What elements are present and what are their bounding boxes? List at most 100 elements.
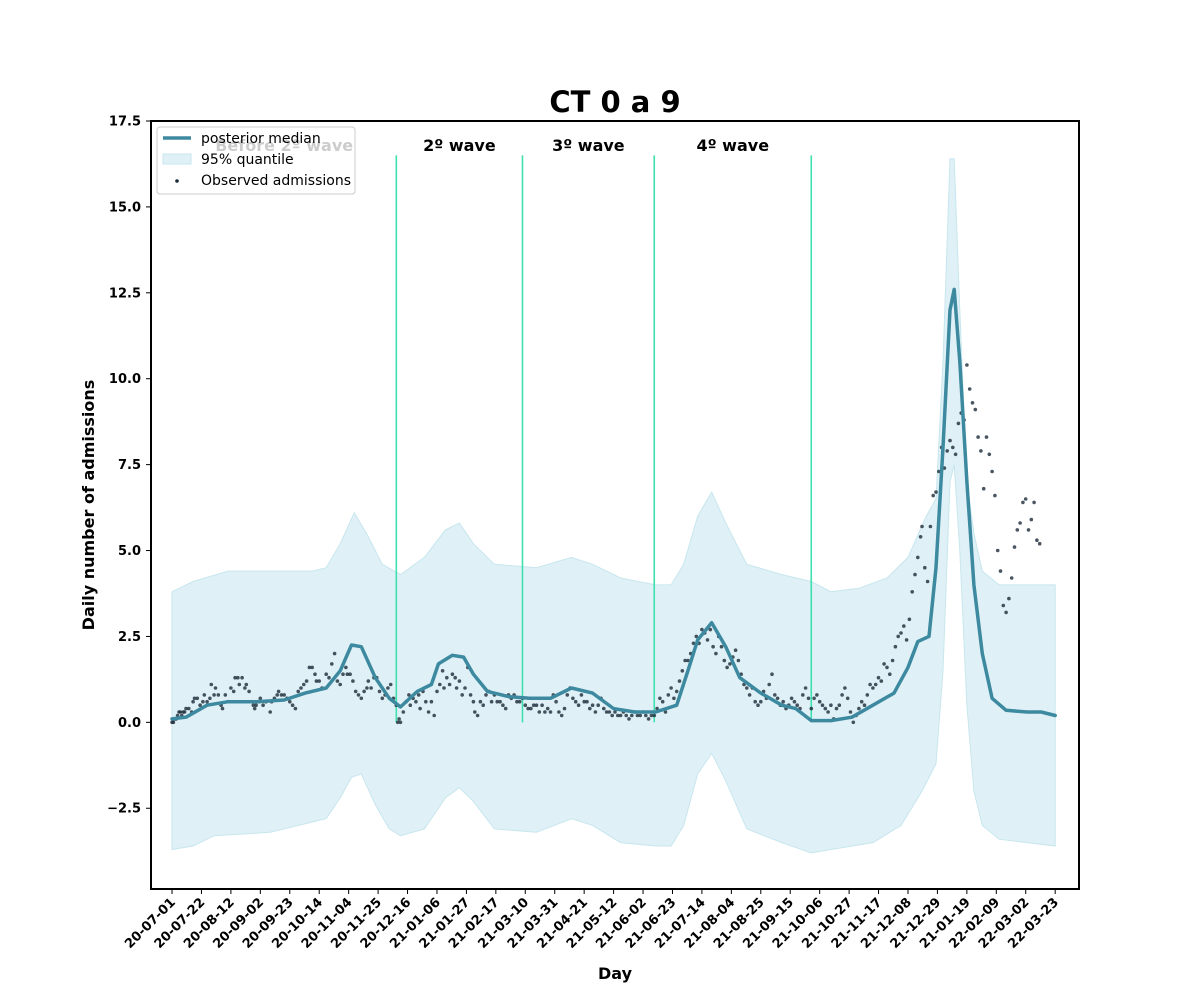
observed-point [579, 693, 584, 697]
observed-point [442, 686, 446, 690]
observed-point [282, 693, 287, 697]
observed-point [896, 634, 900, 639]
observed-point [453, 675, 458, 680]
observed-point [247, 689, 251, 694]
y-tick-label: 7.5 [118, 458, 141, 473]
observed-point [243, 686, 247, 690]
observed-point [252, 706, 257, 711]
observed-point [1029, 517, 1034, 522]
observed-point [767, 682, 771, 687]
observed-point [562, 706, 567, 711]
observed-point [195, 696, 200, 701]
observed-point [332, 651, 337, 656]
observed-point [736, 658, 741, 663]
observed-point [471, 699, 476, 704]
observed-point [967, 387, 972, 391]
observed-point [951, 445, 955, 450]
observed-point [276, 689, 281, 694]
observed-point [302, 682, 306, 687]
observed-point [1001, 603, 1006, 608]
wave-label-4: 4º wave [696, 136, 769, 155]
observed-point [314, 679, 319, 683]
observed-point [722, 658, 727, 663]
y-tick-label: 15.0 [109, 200, 141, 215]
observed-point [618, 713, 623, 718]
observed-point [398, 720, 403, 725]
y-tick-label: 17.5 [109, 115, 141, 130]
observed-point [275, 693, 280, 697]
observed-point [335, 679, 340, 683]
observed-point [973, 407, 978, 412]
observed-point [871, 686, 875, 690]
observed-point [759, 699, 763, 704]
observed-point [705, 638, 710, 642]
observed-point [447, 682, 452, 687]
observed-point [677, 679, 682, 683]
legend: posterior median 95% quantile Observed adm… [156, 126, 356, 195]
observed-point [416, 693, 421, 697]
observed-point [212, 693, 216, 697]
observed-point [976, 435, 980, 439]
observed-point [666, 693, 671, 697]
observed-point [733, 648, 738, 652]
observed-point [820, 703, 825, 707]
observed-point [725, 665, 729, 670]
observed-point [995, 548, 1000, 553]
observed-point [770, 672, 774, 676]
observed-point [984, 435, 989, 439]
observed-point [945, 449, 949, 453]
observed-point [857, 706, 861, 711]
observed-point [649, 713, 654, 718]
observed-point [756, 703, 760, 707]
observed-point [481, 703, 486, 707]
observed-point [359, 696, 364, 701]
observed-point [299, 686, 303, 690]
observed-point [397, 717, 401, 721]
observed-point [879, 679, 884, 683]
observed-point [627, 717, 631, 721]
observed-point [237, 682, 242, 687]
observed-point [498, 699, 502, 704]
observed-point [865, 693, 870, 697]
observed-point [658, 696, 662, 701]
observed-point [789, 696, 794, 701]
wave-label-2: 2º wave [423, 136, 496, 155]
observed-point [187, 706, 191, 711]
observed-point [426, 710, 431, 714]
observed-point [1012, 545, 1017, 549]
observed-point [953, 452, 958, 457]
observed-point [386, 686, 390, 690]
observed-point [809, 706, 814, 711]
observed-point [290, 703, 295, 707]
observed-point [304, 679, 309, 683]
observed-point [792, 699, 797, 704]
observed-point [353, 689, 358, 694]
observed-point [585, 699, 589, 704]
observed-point [395, 720, 400, 725]
observed-point [576, 703, 581, 707]
observed-point [515, 699, 519, 704]
observed-point [604, 710, 609, 714]
observed-point [1018, 521, 1022, 525]
observed-point [1026, 528, 1031, 532]
observed-point [554, 699, 558, 704]
observed-point [934, 490, 938, 494]
observed-point [885, 665, 889, 670]
observed-point [1009, 576, 1014, 580]
observed-point [192, 696, 197, 701]
observed-point [582, 699, 586, 704]
observed-point [450, 672, 455, 676]
observed-point [258, 696, 263, 701]
observed-point [795, 703, 799, 707]
observed-point [588, 706, 592, 711]
observed-point [956, 421, 961, 426]
observed-point [324, 672, 329, 676]
observed-point [330, 662, 334, 666]
observed-point [484, 693, 488, 697]
observed-point [503, 706, 508, 711]
observed-point [460, 693, 465, 697]
observed-point [407, 693, 411, 697]
observed-point [868, 682, 872, 687]
observed-point [593, 710, 598, 714]
observed-point [1015, 528, 1020, 532]
